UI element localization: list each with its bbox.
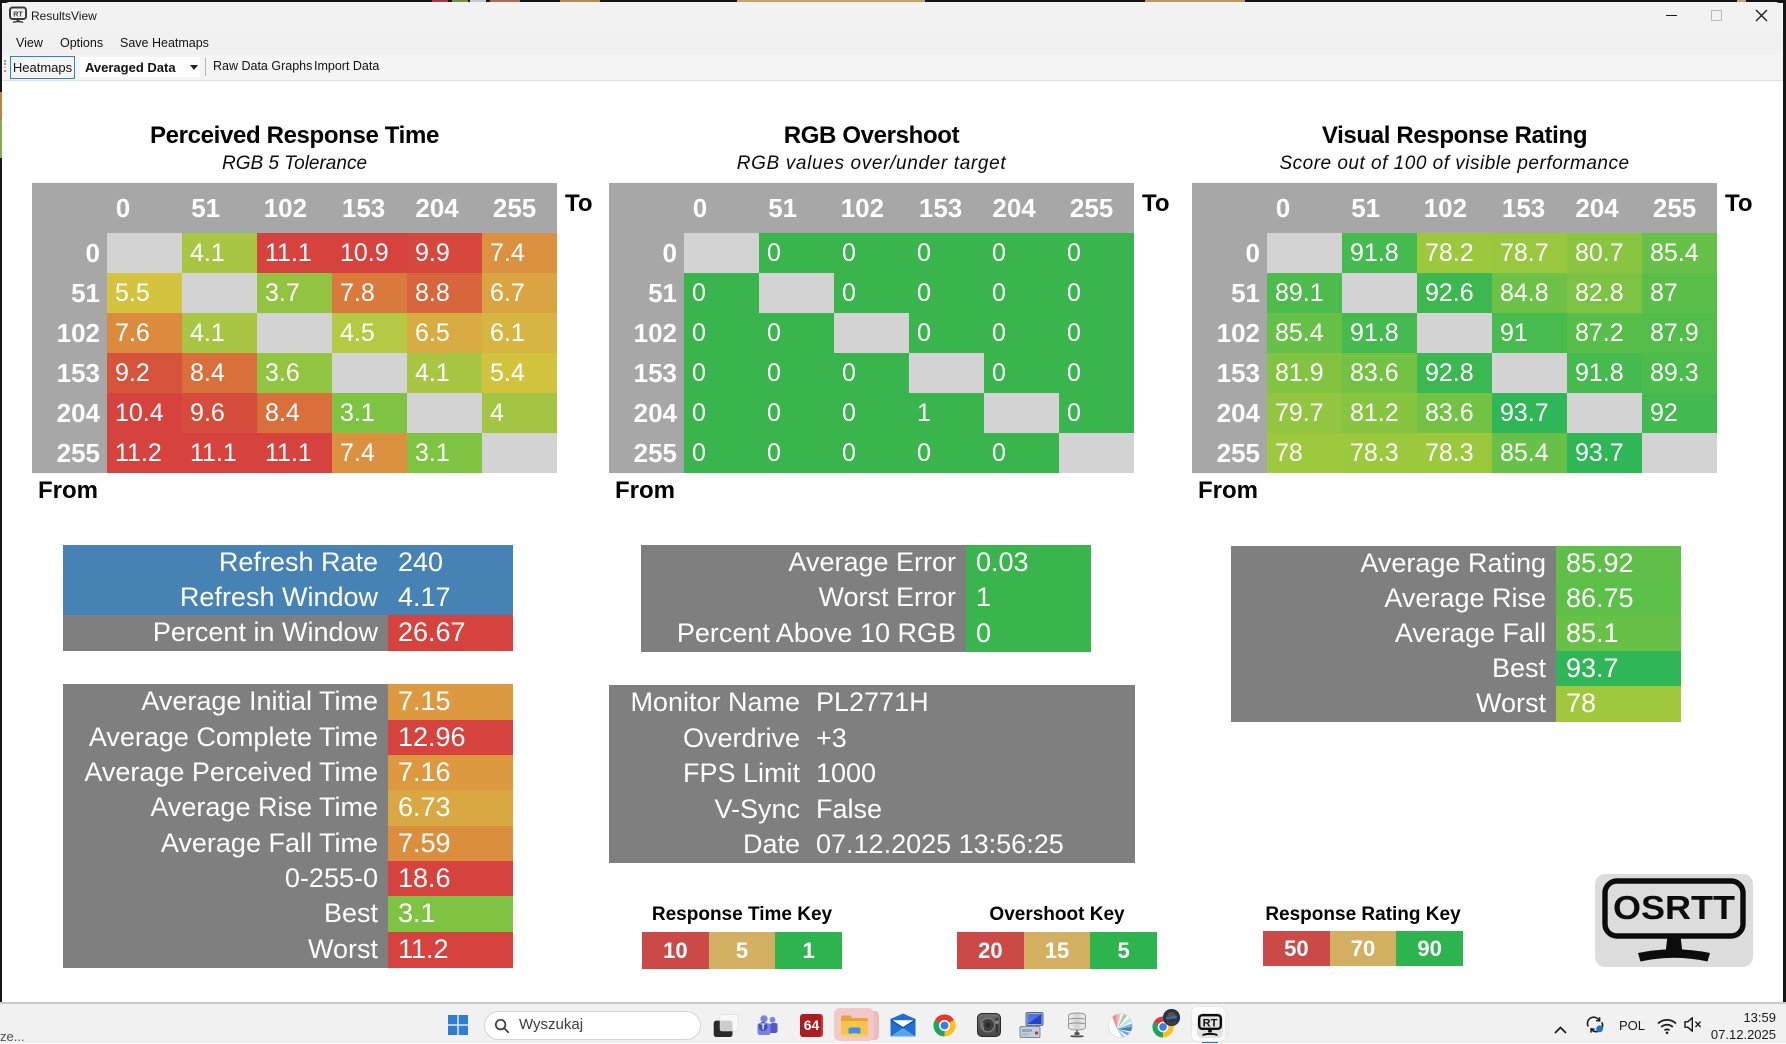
svg-text:RT: RT xyxy=(1203,1017,1218,1029)
svg-text:OSRTT: OSRTT xyxy=(1613,890,1736,927)
svg-text:T: T xyxy=(760,1022,766,1032)
svg-text:RT: RT xyxy=(13,9,23,18)
